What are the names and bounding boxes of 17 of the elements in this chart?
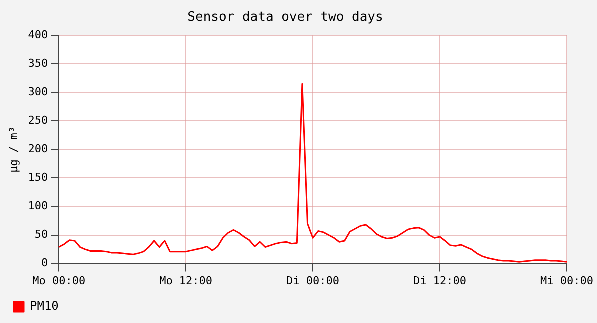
x-tick-label: Mi 00:00 bbox=[540, 274, 594, 288]
x-tick-label: Mo 00:00 bbox=[32, 274, 86, 288]
chart-title: Sensor data over two days bbox=[188, 10, 384, 26]
y-tick-label: 250 bbox=[28, 114, 48, 128]
y-tick-label: 400 bbox=[28, 28, 48, 42]
y-tick-label: 0 bbox=[41, 256, 48, 270]
y-tick-label: 300 bbox=[28, 86, 48, 99]
legend-label: PM10 bbox=[30, 299, 59, 314]
y-tick-label: 200 bbox=[28, 142, 48, 156]
y-axis-title: µg / m³ bbox=[7, 126, 20, 173]
y-tick-label: 100 bbox=[28, 200, 48, 213]
x-tick-label: Di 00:00 bbox=[286, 274, 340, 288]
x-tick-label: Mo 12:00 bbox=[160, 274, 213, 288]
y-tick-label: 350 bbox=[28, 56, 48, 70]
x-tick-label: Di 12:00 bbox=[414, 274, 467, 288]
y-tick-label: 50 bbox=[34, 228, 48, 242]
y-tick-label: 150 bbox=[28, 171, 48, 184]
